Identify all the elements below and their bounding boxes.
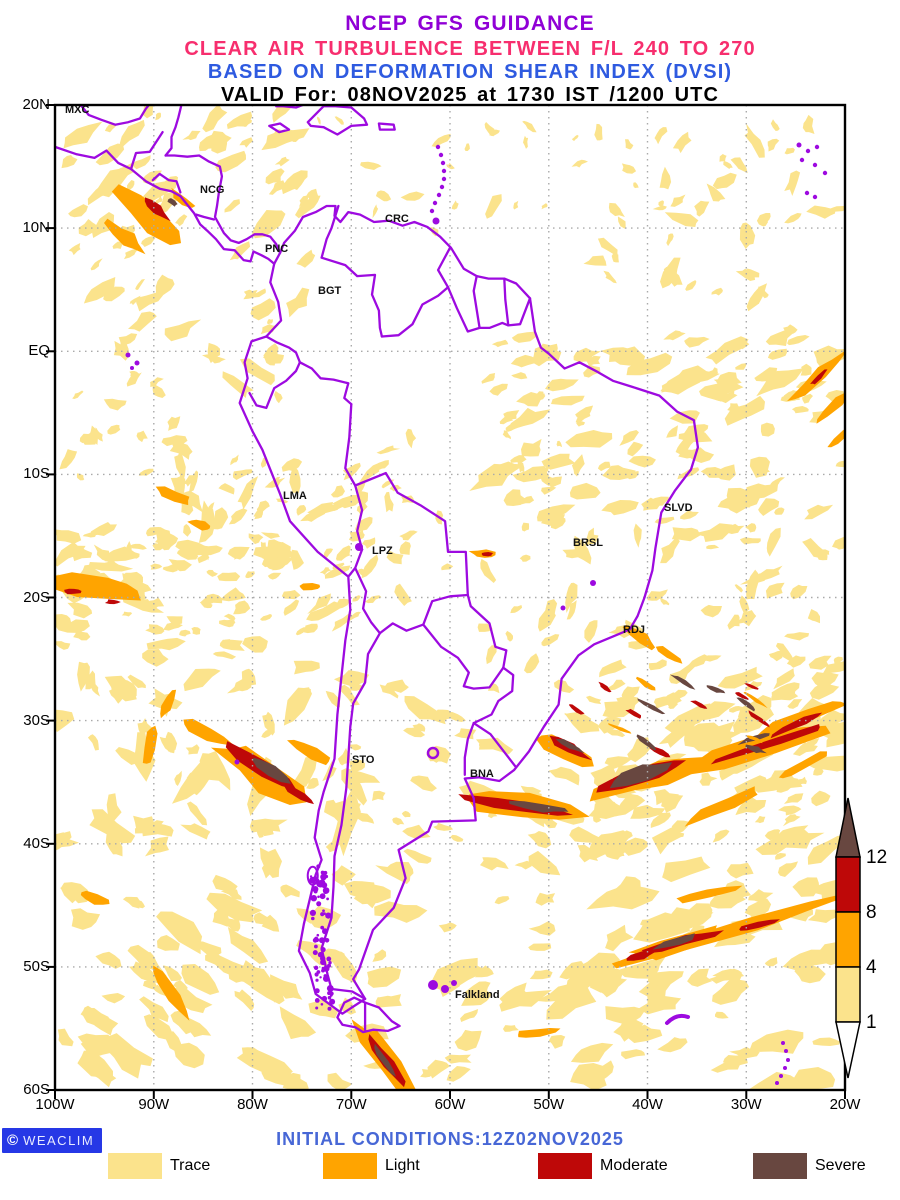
colorbar-seg-moderate (835, 856, 861, 913)
lat-label-20N: 20N (22, 96, 50, 113)
title-valid-time: VALID For: 08NOV2025 at 1730 IST /1200 U… (220, 84, 720, 106)
legend-item-moderate: Moderate (538, 1153, 668, 1179)
colorbar-tick-12: 12 (866, 847, 888, 868)
legend-swatch-light (323, 1153, 377, 1179)
city-label-falkland: Falkland (455, 989, 500, 1001)
legend-label-moderate: Moderate (600, 1157, 668, 1174)
title-method: BASED ON DEFORMATION SHEAR INDEX (DVSI) (207, 61, 733, 83)
legend-item-trace: Trace (108, 1153, 210, 1179)
country-borders (55, 105, 700, 1034)
lon-label-40W: 40W (632, 1096, 663, 1113)
colorbar-seg-trace (835, 966, 861, 1023)
axis-ticks (46, 104, 846, 1099)
lat-label-60S: 60S (23, 1081, 50, 1098)
city-label-sto: STO (352, 754, 375, 766)
city-label-rdj: RDJ (623, 624, 645, 636)
colorbar-seg-light (835, 911, 861, 968)
initial-conditions-text: INITIAL CONDITIONS:12Z02NOV2025 (276, 1129, 624, 1149)
legend-label-severe: Severe (815, 1157, 866, 1174)
colorbar-tick-4: 4 (866, 957, 877, 978)
legend-label-trace: Trace (170, 1157, 211, 1174)
legend-label-light: Light (385, 1157, 420, 1174)
lat-label-20S: 20S (23, 588, 50, 606)
lat-label-40S: 40S (23, 834, 50, 852)
island-markers (125, 142, 828, 1085)
city-label-ncg: NCG (200, 184, 224, 196)
legend-swatch-severe (753, 1153, 807, 1179)
lon-label-70W: 70W (335, 1096, 367, 1113)
city-label-bgt: BGT (318, 285, 342, 297)
legend-swatch-trace (108, 1153, 162, 1179)
city-label-mxc: MXC (65, 104, 90, 116)
city-label-slvd: SLVD (664, 502, 693, 514)
city-label-brsl: BRSL (573, 537, 603, 549)
colorbar-tick-8: 8 (866, 902, 877, 923)
lon-label-90W: 90W (138, 1096, 170, 1113)
legend-swatch-moderate (538, 1153, 592, 1179)
colorbar-over-arrow (835, 797, 861, 858)
weaclim-logo: © WEACLIM (2, 1128, 102, 1153)
title-product: CLEAR AIR TURBULENCE BETWEEN F/L 240 TO … (184, 38, 756, 60)
lon-label-20W: 20W (829, 1096, 861, 1113)
colorbar-under-arrow (835, 1021, 861, 1079)
turbulence-shading (55, 105, 845, 1090)
city-label-lpz: LPZ (372, 545, 393, 557)
legend-item-severe: Severe (753, 1153, 866, 1179)
legend-item-light: Light (323, 1153, 420, 1179)
logo-text: WEACLIM (23, 1133, 95, 1148)
graticule (55, 105, 845, 1090)
lat-label-50S: 50S (23, 957, 50, 975)
lat-label-EQ: EQ (28, 342, 50, 360)
title-model: NCEP GFS GUIDANCE (345, 12, 595, 35)
city-label-lma: LMA (283, 490, 307, 502)
lon-label-30W: 30W (730, 1096, 762, 1113)
colorbar-tick-1: 1 (866, 1012, 877, 1033)
lon-label-100W: 100W (35, 1096, 75, 1113)
logo-circle-icon: © (7, 1132, 19, 1149)
lat-label-30S: 30S (23, 711, 50, 729)
colorbar (835, 797, 861, 1079)
lat-label-10S: 10S (23, 465, 50, 483)
turbulence-map: MXC NCG CRC PNC BGT LMA LPZ BRSL SLVD RDJ STO BNA Fa… (46, 103, 847, 1099)
lon-label-80W: 80W (237, 1096, 268, 1113)
fjord-archipelago (306, 864, 336, 1011)
lon-label-50W: 50W (533, 1096, 565, 1113)
city-labels: MXC NCG CRC PNC BGT LMA LPZ BRSL SLVD RDJ STO BNA Fa… (65, 104, 693, 1001)
lon-label-60W: 60W (434, 1096, 466, 1113)
lat-label-10N: 10N (22, 219, 50, 237)
city-label-crc: CRC (385, 213, 409, 225)
city-label-bna: BNA (470, 768, 494, 780)
city-label-pnc: PNC (265, 243, 288, 255)
